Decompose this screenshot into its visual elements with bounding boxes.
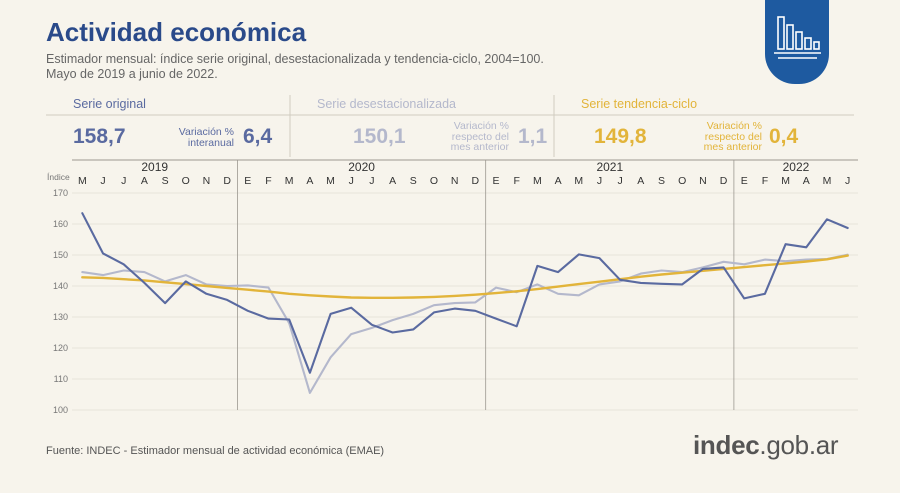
stat-original-change: 6,4 [243, 125, 273, 148]
source-note: Fuente: INDEC - Estimador mensual de act… [46, 445, 385, 457]
month-tick-label: N [203, 175, 211, 187]
series-line-original [81, 212, 849, 374]
month-tick-label: M [823, 175, 832, 187]
page-subtitle: Estimador mensual: índice serie original… [46, 52, 544, 82]
month-tick-label: F [265, 175, 271, 187]
stats-dividers [46, 95, 854, 157]
caption-line: respecto del [704, 130, 762, 143]
month-tick-label: J [618, 175, 623, 187]
caption-line: mes anterior [703, 141, 762, 153]
caption-line: interanual [187, 136, 234, 149]
month-tick-label: M [574, 175, 583, 187]
indec-logo: indec.gob.ar [693, 430, 839, 461]
month-tick-label: A [637, 175, 644, 187]
stat-original-label: Serie original [73, 97, 146, 111]
month-tick-label: M [78, 175, 87, 187]
year-label: 2021 [596, 160, 623, 174]
stat-trend-value: 149,8 [594, 125, 647, 148]
bar-chart-icon [774, 16, 821, 59]
stat-seasonal: Serie desestacionalizada 150,1 Variación… [290, 95, 554, 157]
stat-seasonal-label: Serie desestacionalizada [317, 97, 456, 111]
month-tick-label: M [285, 175, 294, 187]
month-tick-label: J [845, 175, 850, 187]
month-tick-label: N [451, 175, 459, 187]
month-tick-label: D [720, 175, 728, 187]
month-tick-label: J [597, 175, 602, 187]
stat-seasonal-caption: Variación % respecto del mes anterior [451, 121, 509, 153]
stat-trend-label: Serie tendencia-ciclo [581, 97, 698, 111]
month-tick-label: A [306, 175, 313, 187]
stat-original-caption: Variación % interanual [179, 127, 234, 148]
stat-trend-change: 0,4 [769, 125, 799, 148]
month-tick-label: O [678, 175, 686, 187]
month-tick-label: S [410, 175, 417, 187]
y-tick-label: 150 [53, 250, 68, 260]
month-tick-label: F [762, 175, 768, 187]
y-tick-label: 170 [53, 188, 68, 198]
month-tick-label: O [430, 175, 438, 187]
y-tick-label: 160 [53, 219, 68, 229]
stats-panel: Serie original 158,7 Variación % interan… [46, 95, 854, 157]
month-tick-label: E [244, 175, 251, 187]
stat-original: Serie original 158,7 Variación % interan… [46, 95, 290, 157]
month-tick-label: D [223, 175, 231, 187]
y-tick-label: 100 [53, 405, 68, 415]
stat-trend: Serie tendencia-ciclo 149,8 Variación % … [554, 95, 854, 157]
subtitle-line-1: Estimador mensual: índice serie original… [46, 52, 544, 66]
month-tick-label: O [182, 175, 190, 187]
caption-line: Variación % [706, 120, 762, 132]
year-label: 2019 [141, 160, 168, 174]
month-tick-label: F [513, 175, 519, 187]
month-tick-label: J [369, 175, 374, 187]
month-tick-label: D [472, 175, 480, 187]
stat-original-value: 158,7 [73, 125, 126, 148]
month-tick-label: A [555, 175, 562, 187]
year-label: 2022 [783, 160, 810, 174]
stat-trend-caption: Variación % respecto del mes anterior [704, 121, 762, 153]
month-tick-label: S [162, 175, 169, 187]
stat-seasonal-change: 1,1 [518, 125, 548, 148]
month-tick-label: M [781, 175, 790, 187]
y-axis-label: Índice [47, 172, 70, 182]
month-tick-label: N [699, 175, 707, 187]
page-title: Actividad económica [46, 17, 307, 47]
series-line-trend [81, 254, 849, 299]
brand-strong: indec [693, 430, 760, 460]
y-tick-label: 130 [53, 312, 68, 322]
month-tick-label: A [803, 175, 810, 187]
series-line-seasonal [81, 253, 849, 394]
month-tick-label: M [533, 175, 542, 187]
month-tick-label: M [326, 175, 335, 187]
y-tick-label: 110 [54, 374, 68, 384]
caption-line: respecto del [451, 130, 509, 143]
subtitle-line-2: Mayo de 2019 a junio de 2022. [46, 67, 218, 81]
month-tick-label: S [658, 175, 665, 187]
y-tick-label: 140 [53, 281, 68, 291]
brand-domain: .gob.ar [759, 430, 839, 460]
month-tick-label: E [741, 175, 748, 187]
month-tick-label: J [349, 175, 354, 187]
caption-line: Variación % [453, 120, 509, 132]
caption-line: mes anterior [450, 141, 509, 153]
y-tick-label: 120 [53, 343, 68, 353]
month-tick-label: A [141, 175, 148, 187]
month-tick-label: E [493, 175, 500, 187]
caption-line: Variación % [178, 126, 234, 138]
month-tick-label: A [389, 175, 396, 187]
stat-seasonal-value: 150,1 [353, 125, 406, 148]
indec-chart-logo [765, 0, 829, 84]
month-tick-label: J [100, 175, 105, 187]
year-label: 2020 [348, 160, 375, 174]
month-tick-label: J [121, 175, 126, 187]
